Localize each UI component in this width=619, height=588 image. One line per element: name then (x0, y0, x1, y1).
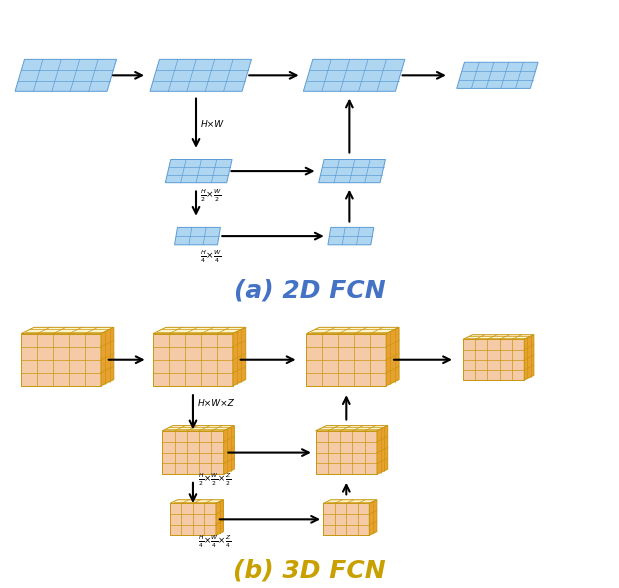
Polygon shape (316, 426, 387, 431)
Polygon shape (323, 503, 370, 535)
Text: H×W×Z: H×W×Z (198, 399, 235, 407)
Text: $\frac{H}{2}$×$\frac{W}{2}$: $\frac{H}{2}$×$\frac{W}{2}$ (201, 187, 222, 204)
Polygon shape (170, 500, 223, 503)
Polygon shape (15, 59, 116, 91)
Polygon shape (233, 328, 246, 386)
Polygon shape (21, 333, 101, 386)
Text: (a) 2D FCN: (a) 2D FCN (234, 278, 385, 302)
Polygon shape (328, 228, 374, 245)
Polygon shape (370, 500, 377, 535)
Text: $\frac{H}{4}$×$\frac{W}{4}$×$\frac{Z}{4}$: $\frac{H}{4}$×$\frac{W}{4}$×$\frac{Z}{4}… (198, 533, 231, 550)
Polygon shape (153, 333, 233, 386)
Polygon shape (21, 328, 114, 333)
Text: $\frac{H}{4}$×$\frac{W}{4}$: $\frac{H}{4}$×$\frac{W}{4}$ (201, 249, 222, 265)
Polygon shape (153, 328, 246, 333)
Polygon shape (323, 500, 377, 503)
Polygon shape (162, 431, 223, 475)
Polygon shape (319, 159, 386, 183)
Polygon shape (223, 426, 235, 475)
Polygon shape (316, 431, 377, 475)
Polygon shape (175, 228, 220, 245)
Polygon shape (170, 503, 216, 535)
Polygon shape (150, 59, 251, 91)
Polygon shape (463, 335, 534, 339)
Polygon shape (303, 59, 405, 91)
Text: (b) 3D FCN: (b) 3D FCN (233, 559, 386, 583)
Polygon shape (101, 328, 114, 386)
Text: $\frac{H}{2}$×$\frac{W}{2}$×$\frac{Z}{2}$: $\frac{H}{2}$×$\frac{W}{2}$×$\frac{Z}{2}… (198, 472, 231, 488)
Polygon shape (377, 426, 387, 475)
Text: H×W: H×W (201, 120, 223, 129)
Polygon shape (165, 159, 232, 183)
Polygon shape (216, 500, 223, 535)
Polygon shape (306, 328, 399, 333)
Polygon shape (457, 62, 538, 88)
Polygon shape (162, 426, 235, 431)
Polygon shape (306, 333, 386, 386)
Polygon shape (524, 335, 534, 380)
Polygon shape (463, 339, 524, 380)
Polygon shape (386, 328, 399, 386)
